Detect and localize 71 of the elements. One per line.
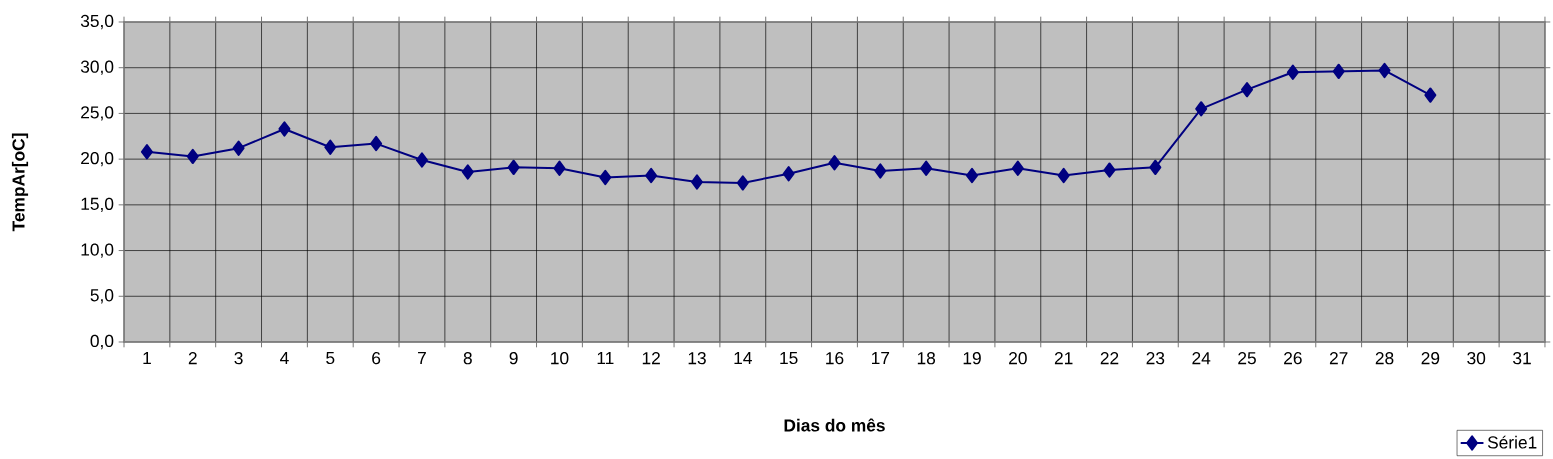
point [920,160,933,176]
x-tick-label: 5 [326,352,335,365]
point [232,140,245,156]
y-axis-title: TempAr[oC] [11,133,29,232]
point [507,159,520,176]
point [828,155,841,171]
point [782,166,795,182]
point [186,148,199,165]
x-tick-label: 27 [1329,352,1348,365]
y-tick-label: 5,0 [90,289,114,304]
y-tick-label: 30,0 [80,60,114,75]
point [461,164,474,180]
point [1424,87,1437,103]
x-tick-label: 7 [418,352,426,364]
legend-label: Série1 [1487,435,1537,449]
point [1057,167,1070,184]
x-tick-label: 14 [734,352,752,364]
x-tick-label: 13 [688,352,706,365]
x-tick-label: 23 [1146,352,1165,365]
point [1241,81,1254,98]
y-tick-label: 0,0 [90,334,114,350]
point [1195,101,1208,117]
x-tick-label: 18 [917,352,936,365]
x-tick-label: 2 [188,352,197,365]
point [690,174,703,190]
x-tick-label: 4 [280,352,289,364]
x-tick-label: 10 [551,352,569,365]
point [736,175,749,191]
x-tick-label: 16 [826,352,844,365]
x-tick-label: 9 [509,352,518,365]
x-tick-label: 28 [1375,352,1394,365]
x-tick-label: 25 [1238,352,1256,365]
x-tick-label: 21 [1054,352,1073,365]
point [324,139,337,155]
point [645,167,658,184]
x-tick-label: 19 [963,352,981,365]
x-tick-label: 29 [1421,352,1440,365]
point [1011,160,1024,176]
x-tick-label: 1 [143,352,151,364]
point [415,152,428,168]
point [966,167,978,184]
y-tick-label: 25,0 [81,106,114,121]
y-tick-label: 10,0 [81,243,114,258]
point [1149,159,1162,176]
point [278,121,291,137]
y-tick-label: 15,0 [81,197,114,213]
point [599,169,612,186]
x-tick-label: 24 [1192,352,1211,365]
x-tick-label: 3 [234,352,243,365]
x-tick-label: 31 [1513,352,1531,365]
x-tick-label: 26 [1284,352,1302,365]
point [1378,62,1391,79]
y-tick-label: 35,0 [80,14,114,30]
x-tick-label: 22 [1100,352,1119,365]
x-axis-title: Dias do mês [784,418,885,432]
point [140,144,153,160]
x-tick-label: 6 [372,352,381,365]
point [874,163,887,179]
x-tick-label: 17 [872,352,890,364]
point [1286,64,1299,80]
point [1332,63,1345,80]
x-tick-label: 8 [463,352,472,365]
x-tick-label: 20 [1009,352,1027,365]
x-tick-label: 30 [1467,352,1486,365]
y-tick-label: 20,0 [81,151,114,167]
x-tick-label: 12 [642,352,660,365]
x-tick-label: 15 [780,352,798,365]
x-tick-label: 11 [597,352,614,364]
point [553,160,566,176]
point [1103,162,1116,178]
point [370,135,383,152]
